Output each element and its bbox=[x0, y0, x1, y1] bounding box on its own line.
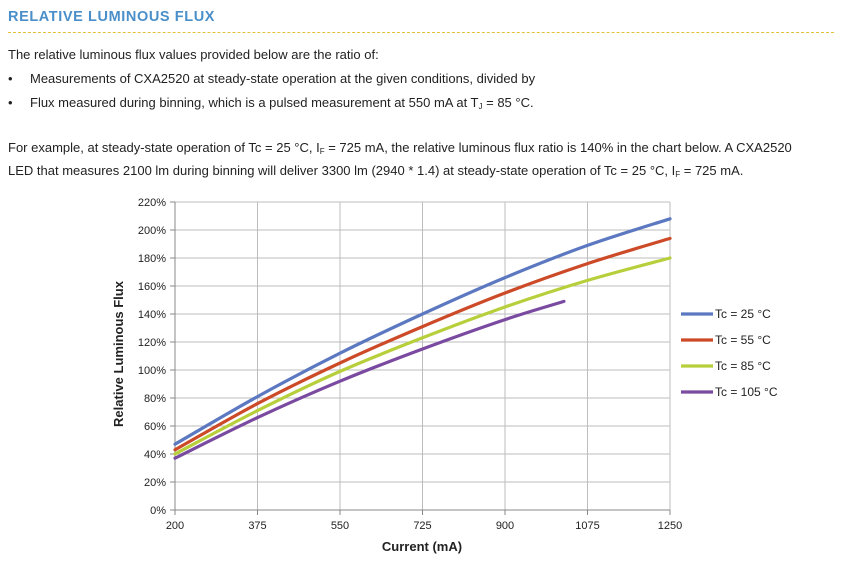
intro-text: The relative luminous flux values provid… bbox=[8, 47, 379, 62]
legend-label: Tc = 105 °C bbox=[715, 385, 778, 399]
y-tick-label: 100% bbox=[138, 365, 166, 377]
y-tick-label: 0% bbox=[150, 505, 166, 517]
series-line-2 bbox=[173, 236, 672, 452]
series-line-1 bbox=[173, 217, 672, 446]
example-line-2: LED that measures 2100 lm during binning… bbox=[8, 163, 744, 179]
series-line-3 bbox=[173, 256, 672, 456]
x-tick-label: 1075 bbox=[575, 520, 599, 532]
y-tick-label: 160% bbox=[138, 281, 166, 293]
example-line-1: For example, at steady-state operation o… bbox=[8, 140, 792, 156]
y-tick-label: 140% bbox=[138, 309, 166, 321]
y-axis-title: Relative Luminous Flux bbox=[111, 280, 126, 427]
legend-label: Tc = 55 °C bbox=[715, 333, 771, 347]
bullet-item-2: Flux measured during binning, which is a… bbox=[30, 95, 534, 111]
x-tick-label: 725 bbox=[413, 520, 431, 532]
x-tick-label: 200 bbox=[166, 520, 184, 532]
legend-label: Tc = 25 °C bbox=[715, 307, 771, 321]
y-tick-label: 120% bbox=[138, 337, 166, 349]
y-tick-label: 80% bbox=[144, 393, 166, 405]
bullet-marker: • bbox=[8, 71, 13, 86]
y-tick-label: 40% bbox=[144, 449, 166, 461]
x-tick-label: 375 bbox=[248, 520, 266, 532]
section-heading: RELATIVE LUMINOUS FLUX bbox=[8, 9, 216, 25]
y-tick-label: 220% bbox=[138, 197, 166, 209]
y-tick-label: 180% bbox=[138, 253, 166, 265]
bullet-item-1: Measurements of CXA2520 at steady-state … bbox=[30, 71, 536, 86]
bullet-marker: • bbox=[8, 95, 13, 110]
y-tick-label: 200% bbox=[138, 225, 166, 237]
x-axis-title: Current (mA) bbox=[382, 539, 462, 554]
series-line-4 bbox=[173, 299, 566, 460]
x-tick-label: 1250 bbox=[658, 520, 682, 532]
x-tick-label: 550 bbox=[331, 520, 349, 532]
heading-divider bbox=[8, 32, 834, 33]
y-tick-label: 60% bbox=[144, 421, 166, 433]
y-tick-label: 20% bbox=[144, 477, 166, 489]
x-tick-label: 900 bbox=[496, 520, 514, 532]
legend-label: Tc = 85 °C bbox=[715, 359, 771, 373]
